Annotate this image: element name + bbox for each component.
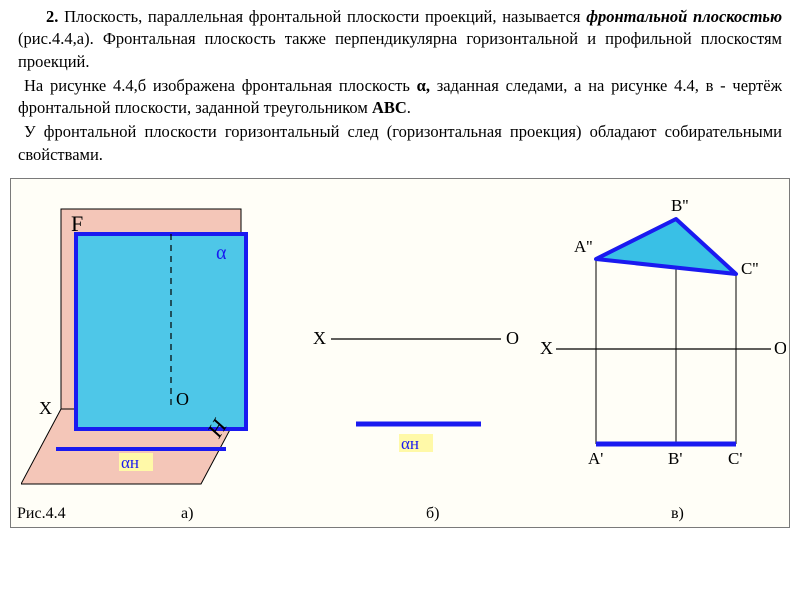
p1-number: 2. <box>46 7 58 26</box>
p2-text-a: На рисунке 4.4,б изображена фронтальная … <box>24 76 417 95</box>
sublabel-c: в) <box>671 505 684 523</box>
p1-text-a: Плоскость, параллельная фронтальной плос… <box>58 7 586 26</box>
paragraph-3: У фронтальной плоскости горизонтальный с… <box>18 121 782 166</box>
paragraph-2: На рисунке 4.4,б изображена фронтальная … <box>18 75 782 120</box>
sublabel-b: б) <box>426 505 439 523</box>
label-b2: B'' <box>671 196 688 215</box>
label-c1: C' <box>728 449 742 468</box>
label-alpha-h: αн <box>121 453 139 472</box>
label-o-b: O <box>506 328 519 348</box>
label-a2: A'' <box>574 237 592 256</box>
label-x: X <box>39 398 52 418</box>
label-o: O <box>176 389 189 409</box>
sublabel-a: а) <box>181 505 193 523</box>
label-c2: C'' <box>741 259 758 278</box>
label-b1: B' <box>668 449 682 468</box>
label-alpha: α <box>216 242 227 264</box>
p2-alpha: α, <box>417 76 430 95</box>
label-o-c: O <box>774 338 786 358</box>
triangle-abc <box>596 219 736 274</box>
label-x-c: X <box>540 338 553 358</box>
label-x-b: X <box>313 328 326 348</box>
figure-area: F α X O H αн X O αн X O A'' B'' C'' <box>10 178 790 528</box>
paragraph-1: 2. Плоскость, параллельная фронтальной п… <box>18 6 782 73</box>
subfigure-a: F α X O H αн <box>21 189 281 499</box>
text-block: 2. Плоскость, параллельная фронтальной п… <box>0 0 800 172</box>
label-f: F <box>71 211 83 236</box>
figure-caption: Рис.4.4 <box>17 505 66 523</box>
p1-term: фронтальной плоскостью <box>586 7 782 26</box>
p1-text-c: (рис.4.4,а). Фронтальная плоскость также… <box>18 29 782 70</box>
subfigure-b: X O αн <box>301 239 521 499</box>
p2-abc: ABC <box>372 98 407 117</box>
label-alpha-h-b: αн <box>401 434 419 453</box>
subfigure-c: X O A'' B'' C'' A' B' C' <box>536 184 786 504</box>
p3-text: У фронтальной плоскости горизонтальный с… <box>18 122 782 163</box>
label-a1: A' <box>588 449 603 468</box>
p2-text-e: . <box>407 98 411 117</box>
